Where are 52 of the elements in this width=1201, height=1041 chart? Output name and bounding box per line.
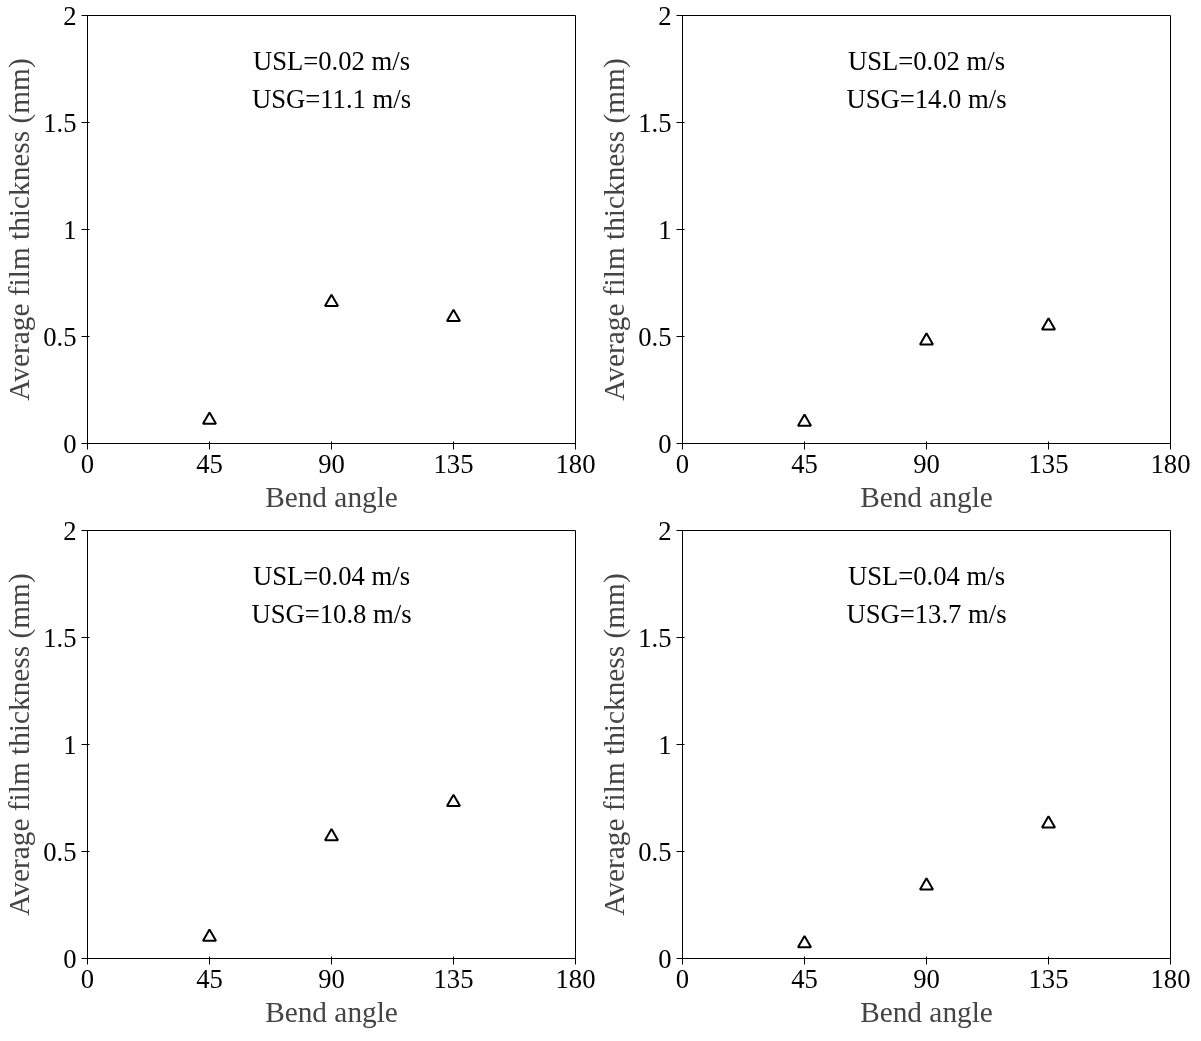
y-tick-label: 0 <box>658 943 672 974</box>
y-tick-label: 1 <box>658 214 672 245</box>
y-tick-label: 2 <box>63 515 77 546</box>
x-tick-label: 135 <box>433 448 474 479</box>
x-tick-label: 45 <box>791 963 818 994</box>
y-tick-label: 1.5 <box>638 622 672 653</box>
x-axis-title: Bend angle <box>860 995 993 1028</box>
annotation: USL=0.04 m/s <box>847 560 1006 591</box>
x-tick-label: 135 <box>433 963 474 994</box>
annotation: USL=0.02 m/s <box>252 45 411 76</box>
y-tick-label: 2 <box>658 0 672 31</box>
y-tick-label: 0.5 <box>638 836 672 867</box>
x-tick-label: 180 <box>1150 448 1191 479</box>
x-tick-label: 180 <box>555 448 596 479</box>
y-axis-title: Average film thickness (mm) <box>3 573 37 916</box>
x-tick-label: 45 <box>196 448 223 479</box>
x-tick-label: 135 <box>1028 448 1069 479</box>
y-tick-label: 0 <box>658 428 672 459</box>
annotation: USG=10.8 m/s <box>251 598 412 629</box>
annotation: USG=13.7 m/s <box>846 598 1007 629</box>
y-tick-label: 1.5 <box>638 107 672 138</box>
y-tick-label: 1 <box>63 729 77 760</box>
y-tick-label: 0.5 <box>43 836 77 867</box>
x-axis-title: Bend angle <box>860 480 993 513</box>
y-tick-label: 1.5 <box>43 622 77 653</box>
annotation: USG=11.1 m/s <box>251 83 412 114</box>
x-tick-label: 90 <box>913 963 940 994</box>
y-tick-label: 2 <box>63 0 77 31</box>
y-tick-label: 0.5 <box>43 321 77 352</box>
y-tick-label: 1.5 <box>43 107 77 138</box>
y-tick-label: 0 <box>63 428 77 459</box>
annotation: USL=0.02 m/s <box>847 45 1006 76</box>
x-axis-title: Bend angle <box>265 480 398 513</box>
y-tick-label: 1 <box>658 729 672 760</box>
y-axis-title: Average film thickness (mm) <box>598 573 632 916</box>
y-axis-title: Average film thickness (mm) <box>3 58 37 401</box>
x-tick-label: 45 <box>791 448 818 479</box>
x-tick-label: 135 <box>1028 963 1069 994</box>
y-tick-label: 0.5 <box>638 321 672 352</box>
x-tick-label: 90 <box>318 448 345 479</box>
y-axis-title: Average film thickness (mm) <box>598 58 632 401</box>
y-tick-label: 0 <box>63 943 77 974</box>
x-tick-label: 180 <box>1150 963 1191 994</box>
x-tick-label: 90 <box>913 448 940 479</box>
x-tick-label: 90 <box>318 963 345 994</box>
x-tick-label: 180 <box>555 963 596 994</box>
annotation: USL=0.04 m/s <box>252 560 411 591</box>
x-tick-label: 45 <box>196 963 223 994</box>
y-tick-label: 2 <box>658 515 672 546</box>
y-tick-label: 1 <box>63 214 77 245</box>
x-axis-title: Bend angle <box>265 995 398 1028</box>
annotation: USG=14.0 m/s <box>846 83 1007 114</box>
